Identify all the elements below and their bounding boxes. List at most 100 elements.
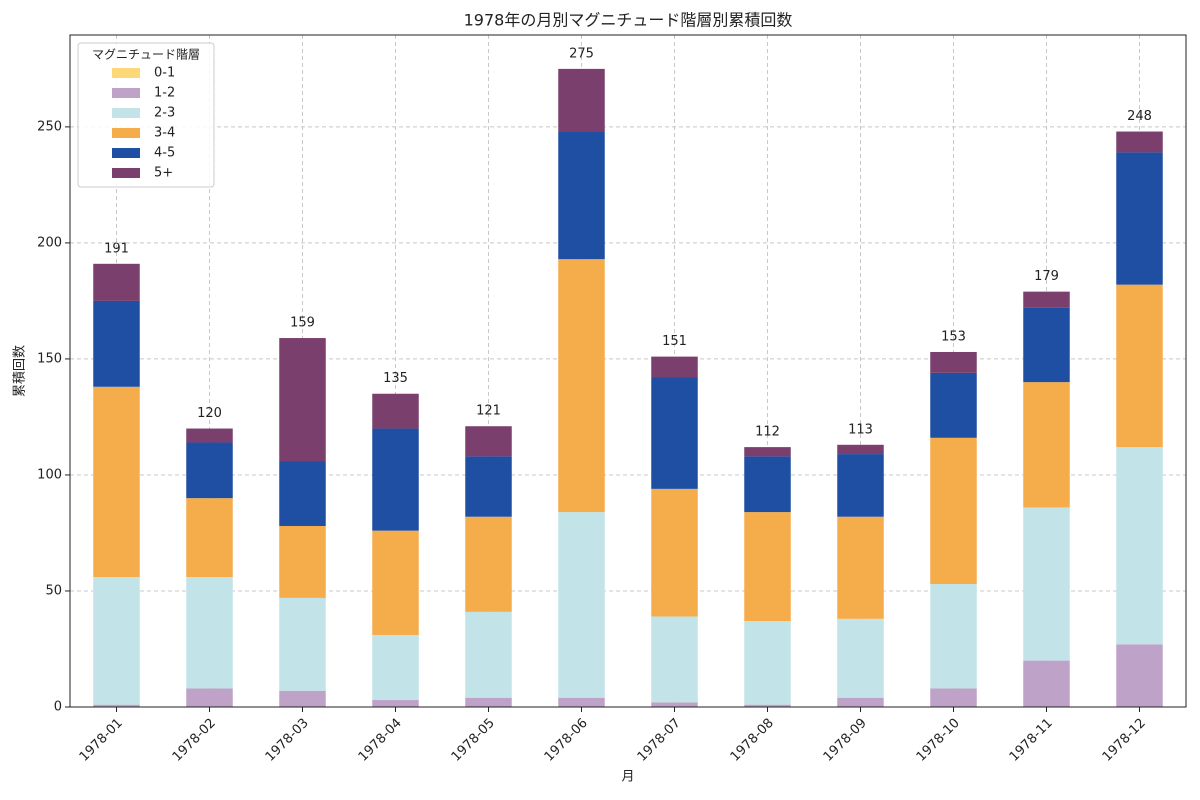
bar-segment xyxy=(372,428,419,531)
bar-segment xyxy=(837,618,884,698)
legend-swatch xyxy=(112,108,140,118)
bar-segment xyxy=(1023,507,1070,661)
x-tick-label: 1978-04 xyxy=(356,716,405,765)
total-label: 153 xyxy=(941,329,966,344)
bar-segment xyxy=(1023,382,1070,508)
x-tick-label: 1978-06 xyxy=(542,716,591,765)
legend-swatch xyxy=(112,88,140,98)
bar-segment xyxy=(465,697,512,707)
y-tick-label: 0 xyxy=(54,700,62,715)
bar-segment xyxy=(651,702,698,707)
y-tick-label: 250 xyxy=(37,119,62,134)
y-tick-label: 150 xyxy=(37,351,62,366)
bar-segment xyxy=(186,688,233,707)
legend-swatch xyxy=(112,148,140,158)
total-label: 112 xyxy=(755,425,780,440)
bar-segment xyxy=(1116,644,1163,707)
bar-segment xyxy=(93,704,140,707)
x-tick-label: 1978-05 xyxy=(449,716,498,765)
bar-segment xyxy=(93,263,140,301)
bar-segment xyxy=(651,356,698,378)
bar-segment xyxy=(372,530,419,636)
bar-segment xyxy=(930,584,977,689)
total-label: 159 xyxy=(290,316,315,331)
bar-segment xyxy=(930,372,977,438)
legend-label: 3-4 xyxy=(154,126,175,141)
bar-segment xyxy=(837,444,884,455)
bar-segment xyxy=(930,437,977,585)
total-label: 151 xyxy=(662,334,687,349)
x-tick-label: 1978-02 xyxy=(170,716,219,765)
y-tick-label: 100 xyxy=(37,467,62,482)
bar-segment xyxy=(651,377,698,489)
bar-segment xyxy=(837,697,884,707)
bar-segment xyxy=(651,616,698,703)
bar-segment xyxy=(93,386,140,578)
total-label: 275 xyxy=(569,46,594,61)
plot-frame xyxy=(69,34,1187,708)
x-tick-label: 1978-07 xyxy=(635,716,684,765)
bar-segment xyxy=(744,704,791,707)
y-axis-label: 累積回数 xyxy=(13,345,28,397)
bar-segment xyxy=(186,577,233,689)
bar-segment xyxy=(93,300,140,387)
x-tick-label: 1978-09 xyxy=(821,716,870,765)
legend-label: 4-5 xyxy=(154,146,175,161)
bar-segment xyxy=(744,447,791,457)
bar-segment xyxy=(465,456,512,517)
bar-segment xyxy=(837,454,884,517)
bar-segment xyxy=(744,456,791,513)
bar-segment xyxy=(1023,291,1070,308)
bar-segment xyxy=(558,259,605,513)
bar-segment xyxy=(651,488,698,617)
bar-segment xyxy=(558,68,605,132)
bar-segment xyxy=(930,688,977,707)
legend-title: マグニチュード階層 xyxy=(92,47,200,62)
bar-segment xyxy=(1116,152,1163,285)
bar-segment xyxy=(837,516,884,619)
bar-segment xyxy=(279,338,326,462)
total-label: 121 xyxy=(476,404,501,419)
bar-segment xyxy=(465,611,512,698)
bar-segment xyxy=(930,351,977,373)
bar-segment xyxy=(93,577,140,705)
bar-segment xyxy=(1116,131,1163,153)
bar-segment xyxy=(279,597,326,691)
bar-segment xyxy=(186,498,233,578)
x-tick-label: 1978-03 xyxy=(263,716,312,765)
bar-segment xyxy=(1023,660,1070,707)
bar-segment xyxy=(465,516,512,612)
bar-segment xyxy=(1116,284,1163,448)
legend-swatch xyxy=(112,128,140,138)
x-tick-label: 1978-08 xyxy=(728,716,777,765)
bar-segment xyxy=(186,442,233,499)
bar-segment xyxy=(558,131,605,260)
legend-swatch xyxy=(112,68,140,78)
y-tick-label: 50 xyxy=(45,583,62,598)
total-label: 191 xyxy=(104,241,129,256)
bar-segment xyxy=(279,461,326,527)
chart-title: 1978年の月別マグニチュード階層別累積回数 xyxy=(464,11,793,30)
bar-segment xyxy=(279,526,326,598)
total-label: 179 xyxy=(1034,269,1059,284)
legend-swatch xyxy=(112,168,140,178)
legend-box xyxy=(77,42,215,188)
legend-label: 1-2 xyxy=(154,86,175,101)
x-tick-label: 1978-11 xyxy=(1007,716,1056,765)
legend-label: 5+ xyxy=(154,166,173,181)
bar-segment xyxy=(465,426,512,457)
legend-label: 2-3 xyxy=(154,106,175,121)
bar-segment xyxy=(372,635,419,701)
total-label: 120 xyxy=(197,406,222,421)
total-label: 248 xyxy=(1127,109,1152,124)
bar-segment xyxy=(1116,447,1163,645)
bar-segment xyxy=(372,393,419,429)
y-tick-label: 200 xyxy=(37,235,62,250)
x-tick-label: 1978-12 xyxy=(1100,716,1149,765)
x-axis-label: 月 xyxy=(621,770,634,785)
legend-label: 0-1 xyxy=(154,66,175,81)
bar-segment xyxy=(558,512,605,698)
x-tick-label: 1978-10 xyxy=(914,716,963,765)
bar-segment xyxy=(186,428,233,443)
bar-segment xyxy=(744,621,791,705)
